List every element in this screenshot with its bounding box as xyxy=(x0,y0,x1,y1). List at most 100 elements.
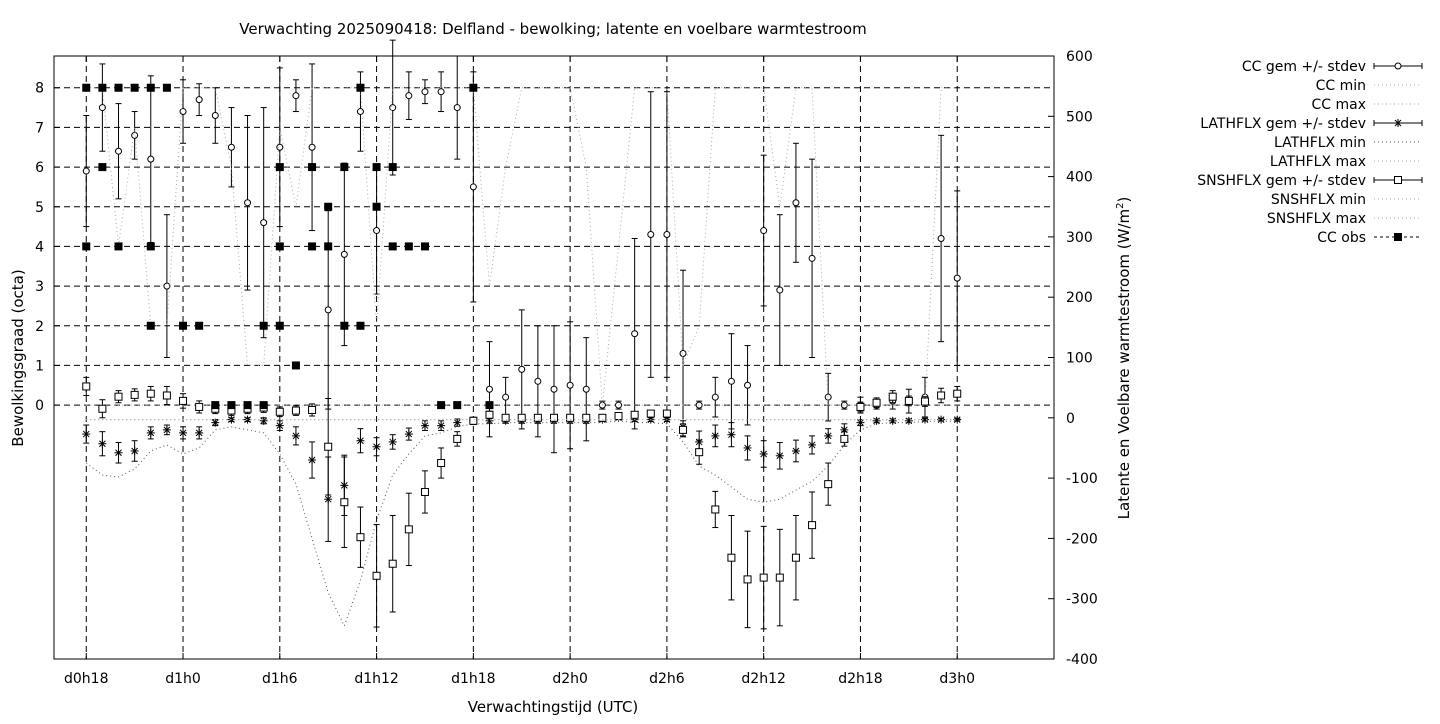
filled-square-marker xyxy=(372,163,381,172)
y-tick-label: 8 xyxy=(35,81,44,97)
star-marker xyxy=(356,436,365,445)
star-marker xyxy=(953,415,962,424)
filled-square-marker xyxy=(340,163,349,172)
circle-marker xyxy=(502,393,510,401)
square-marker xyxy=(356,533,365,542)
y2-tick-label: -300 xyxy=(1066,592,1098,608)
y2-tick-label: -400 xyxy=(1066,652,1098,668)
circle-marker xyxy=(340,250,348,258)
filled-square-marker xyxy=(259,321,268,330)
star-marker xyxy=(211,418,220,427)
filled-square-marker xyxy=(82,242,91,251)
circle-marker xyxy=(115,147,123,155)
x-tick-label: d2h18 xyxy=(838,671,882,687)
filled-square-marker xyxy=(340,321,349,330)
filled-square-marker xyxy=(356,83,365,92)
filled-square-marker xyxy=(114,83,123,92)
circle-marker xyxy=(324,306,332,314)
square-marker xyxy=(743,575,752,584)
square-marker xyxy=(582,413,591,422)
circle-marker xyxy=(98,104,106,112)
square-marker xyxy=(420,487,429,496)
circle-marker xyxy=(647,231,655,239)
circle-marker xyxy=(808,254,816,262)
circle-marker xyxy=(711,393,719,401)
square-marker xyxy=(953,389,962,398)
filled-square-marker xyxy=(146,321,155,330)
square-marker xyxy=(98,404,107,413)
square-marker xyxy=(679,425,688,434)
y-axis-label: Bewolkingsgraad (octa) xyxy=(9,269,27,446)
y2-tick-label: 300 xyxy=(1066,230,1093,246)
circle-marker xyxy=(518,365,526,373)
filled-square-marker xyxy=(356,321,365,330)
star-marker xyxy=(195,428,204,437)
square-marker xyxy=(291,406,300,415)
square-marker xyxy=(904,396,913,405)
legend-label: SNSHFLX gem +/- stdev xyxy=(1197,173,1366,189)
star-marker xyxy=(920,415,929,424)
square-marker xyxy=(501,413,510,422)
y-tick-label: 4 xyxy=(35,239,44,255)
star-marker xyxy=(179,428,188,437)
circle-marker xyxy=(227,143,235,151)
x-tick-label: d2h0 xyxy=(552,671,588,687)
filled-square-marker xyxy=(291,361,300,370)
square-marker xyxy=(872,398,881,407)
star-marker xyxy=(727,430,736,439)
star-marker xyxy=(291,431,300,440)
star-marker xyxy=(904,416,913,425)
legend-label: CC gem +/- stdev xyxy=(1242,59,1366,75)
filled-square-marker xyxy=(130,83,139,92)
square-marker xyxy=(646,409,655,418)
y2-axis-label-main: Latente en Voelbare warmtestroom (W/m xyxy=(1115,209,1133,519)
filled-square-marker xyxy=(275,163,284,172)
star-marker xyxy=(146,428,155,437)
star-marker xyxy=(275,421,284,430)
y2-axis-label-end: ) xyxy=(1115,197,1133,203)
circle-marker xyxy=(373,227,381,235)
star-marker xyxy=(791,446,800,455)
filled-square-marker xyxy=(485,401,494,410)
star-marker xyxy=(259,416,268,425)
square-marker xyxy=(856,402,865,411)
filled-square-marker xyxy=(162,83,171,92)
star-marker xyxy=(82,430,91,439)
y-tick-label: 3 xyxy=(35,279,44,295)
x-tick-label: d1h6 xyxy=(262,671,298,687)
circle-marker xyxy=(550,385,558,393)
square-marker xyxy=(130,390,139,399)
x-tick-label: d2h12 xyxy=(741,671,785,687)
circle-marker xyxy=(663,231,671,239)
star-marker xyxy=(243,415,252,424)
circle-marker xyxy=(421,88,429,96)
circle-marker xyxy=(453,104,461,112)
circle-marker xyxy=(679,350,687,358)
square-marker xyxy=(324,442,333,451)
legend-label: SNSHFLX min xyxy=(1271,192,1366,208)
circle-marker xyxy=(131,131,139,139)
square-marker xyxy=(711,505,720,514)
filled-square-marker xyxy=(308,163,317,172)
x-tick-label: d0h18 xyxy=(64,671,108,687)
filled-square-marker xyxy=(146,242,155,251)
square-marker xyxy=(598,413,607,422)
filled-square-marker xyxy=(324,242,333,251)
filled-square-marker xyxy=(453,401,462,410)
filled-square-marker xyxy=(1394,233,1402,241)
square-marker xyxy=(566,413,575,422)
filled-square-marker xyxy=(179,321,188,330)
circle-marker xyxy=(776,286,784,294)
square-marker xyxy=(937,391,946,400)
circle-marker xyxy=(631,330,639,338)
square-marker xyxy=(195,402,204,411)
y2-axis-label-sup: 2 xyxy=(1115,203,1126,209)
square-marker xyxy=(179,396,188,405)
y-tick-label: 7 xyxy=(35,120,44,136)
square-marker xyxy=(533,413,542,422)
circle-marker xyxy=(792,199,800,207)
circle-marker xyxy=(824,393,832,401)
y-tick-label: 6 xyxy=(35,160,44,176)
